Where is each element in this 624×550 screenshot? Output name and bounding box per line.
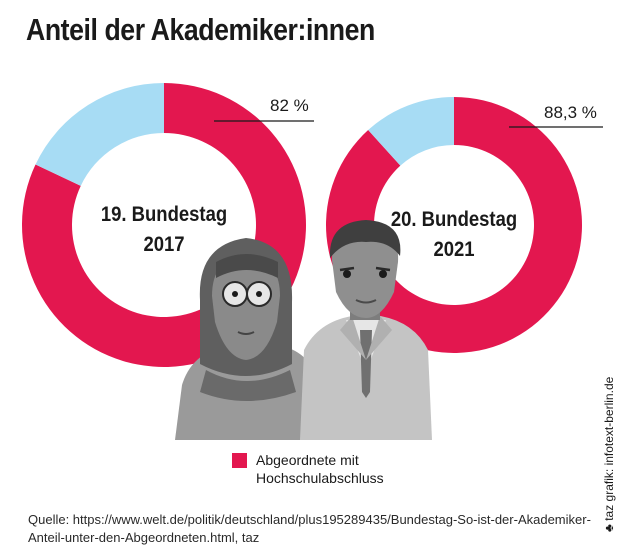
- taz-paw-icon: ♣: [602, 520, 616, 532]
- legend-label-line1: Abgeordnete mit: [256, 452, 359, 468]
- politicians-illustration: [175, 220, 432, 440]
- legend-label: Abgeordnete mit Hochschulabschluss: [256, 451, 396, 487]
- legend: Abgeordnete mit Hochschulabschluss: [232, 451, 396, 487]
- credit-line: ♣ taz grafik: infotext-berlin.de: [602, 377, 616, 532]
- donut-label-2017-line2: 2017: [143, 233, 185, 256]
- man-figure: [300, 220, 432, 440]
- legend-swatch-mark: [232, 453, 247, 468]
- donut-label-2021-line2: 2021: [433, 238, 475, 261]
- donut-label-2021-line1: 20. Bundestag: [390, 208, 518, 231]
- donut-label-2021: 20. Bundestag 2021: [384, 205, 525, 265]
- data-label-2021: 88,3 %: [544, 103, 597, 122]
- credit-text: taz grafik: infotext-berlin.de: [602, 376, 616, 521]
- source-note: Quelle: https://www.welt.de/politik/deut…: [28, 512, 591, 545]
- donut-slice-2017-other: [35, 82, 164, 186]
- legend-label-line2: Hochschulabschluss: [256, 470, 384, 486]
- donut-label-2017-line1: 19. Bundestag: [100, 203, 228, 226]
- donut-label-2017: 19. Bundestag 2017: [94, 200, 235, 260]
- donut-slice-2021-other: [368, 97, 454, 166]
- data-label-2017: 82 %: [270, 96, 309, 115]
- woman-figure: [175, 238, 318, 440]
- chart-title: Anteil der Akademiker:innen: [26, 12, 375, 47]
